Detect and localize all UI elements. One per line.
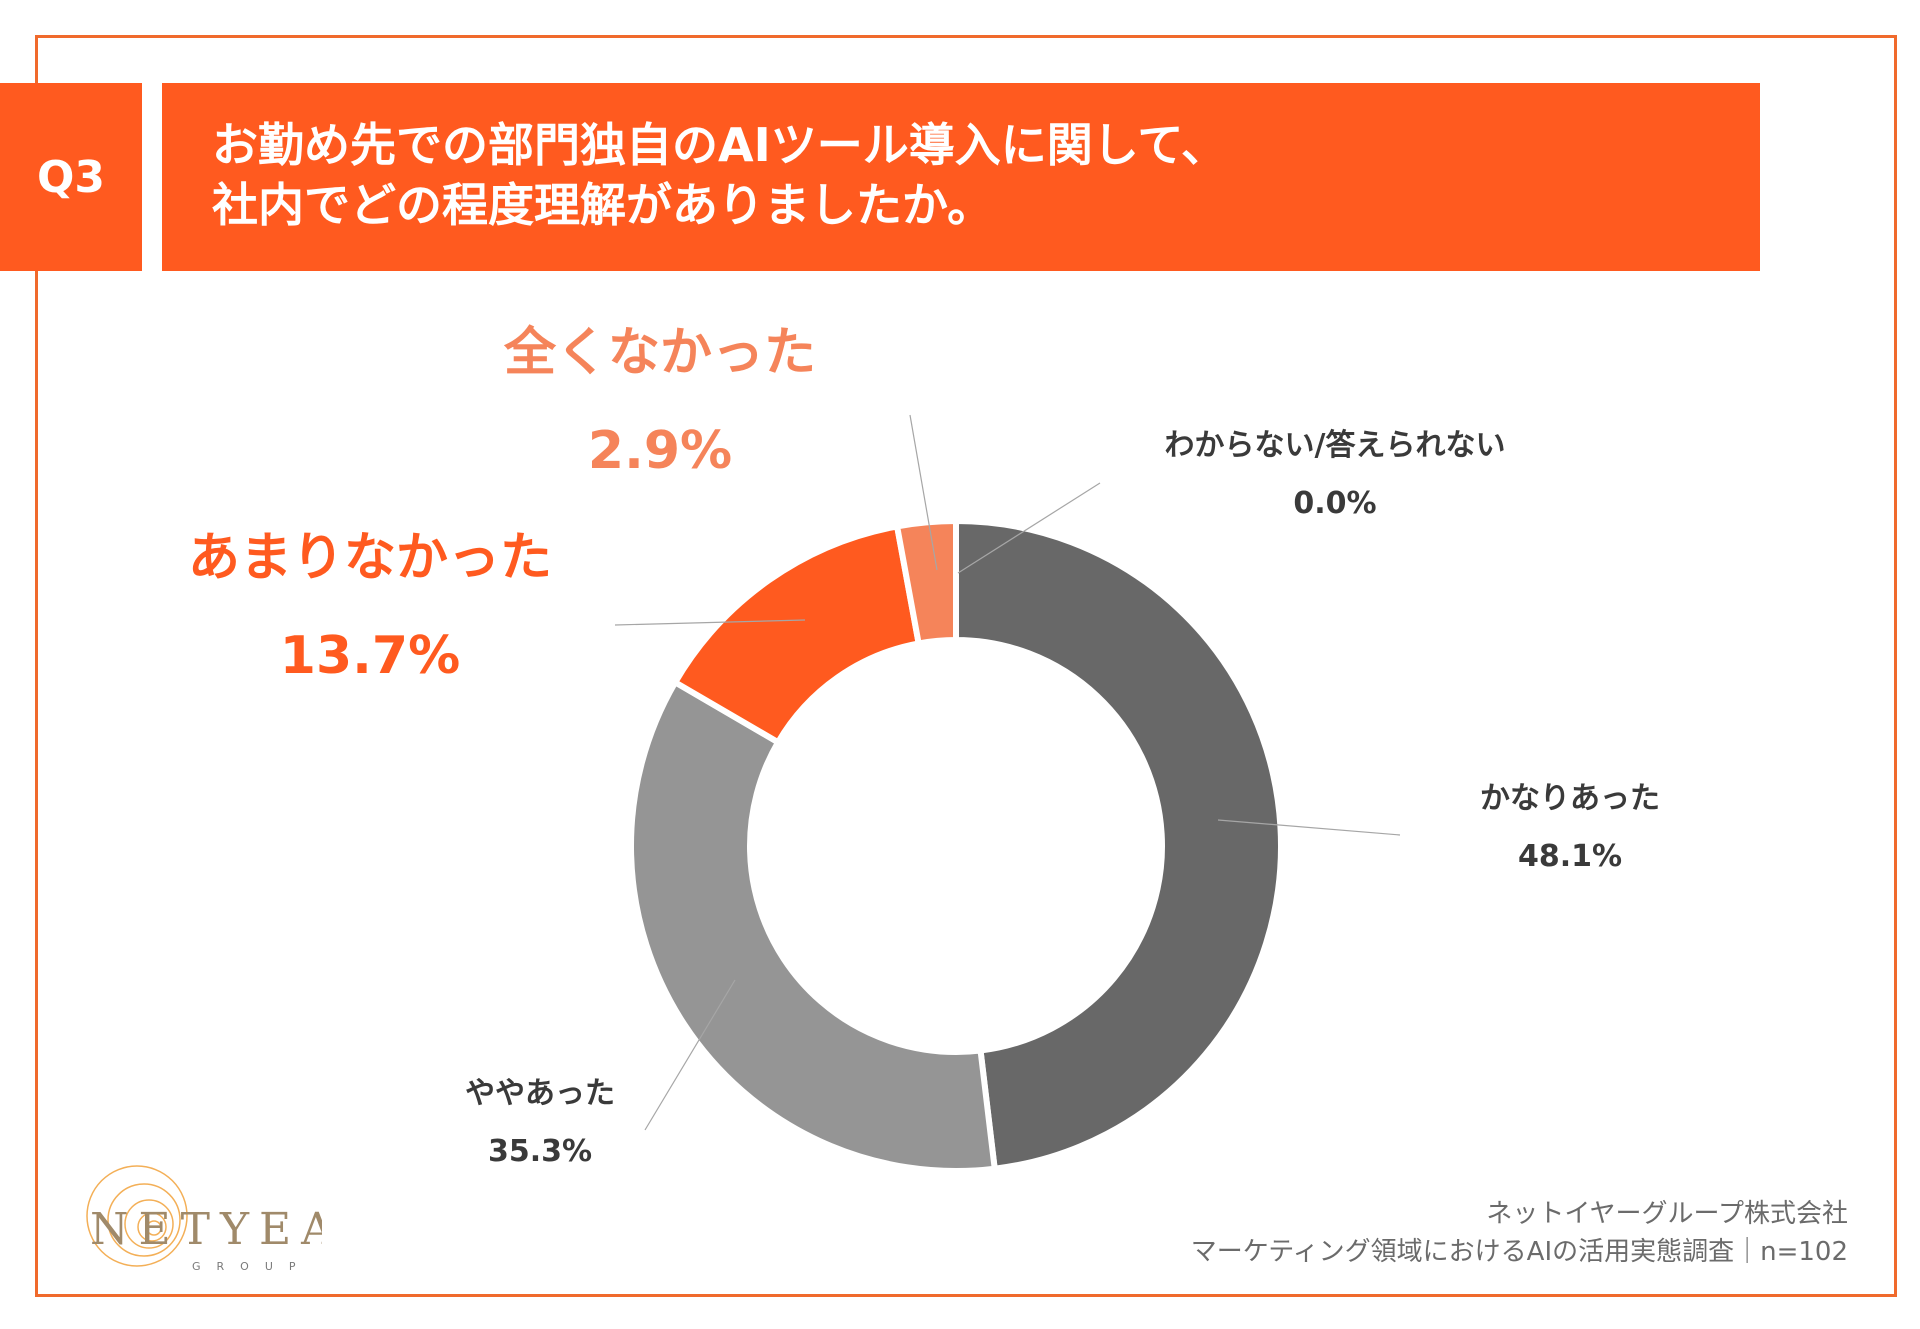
- category-label-3: あまりなかった: [188, 528, 552, 588]
- donut-slice-1: [953, 517, 1284, 1173]
- nautilus-shell-icon: [86, 1165, 188, 1267]
- netyear-logo: NETYEAR GROUP: [86, 1165, 322, 1273]
- question-badge: Q3: [0, 83, 142, 271]
- value-label-3: 13.7%: [280, 626, 460, 686]
- logo-text: NETYEAR: [90, 1204, 322, 1255]
- value-label-5: 0.0%: [1293, 486, 1376, 521]
- category-label-4: 全くなかった: [503, 323, 816, 383]
- category-label-5: わからない/答えられない: [1165, 428, 1506, 463]
- category-label-2: ややあった: [465, 1076, 615, 1111]
- leader-line-5: [957, 482, 1101, 574]
- logo-subtext: GROUP: [192, 1260, 312, 1273]
- donut-slice-4: [893, 517, 959, 647]
- leader-line-3: [614, 619, 806, 626]
- footer: ネットイヤーグループ株式会社 マーケティング領域におけるAIの活用実態調査｜n=…: [1191, 1195, 1848, 1271]
- leader-line-1: [1217, 819, 1401, 836]
- value-label-1: 48.1%: [1518, 839, 1622, 874]
- leader-line-4: [909, 414, 938, 571]
- footer-survey: マーケティング領域におけるAIの活用実態調査｜n=102: [1190, 1237, 1848, 1267]
- title-bar: お勤め先での部門独自のAIツール導入に関して、 社内でどの程度理解がありましたか…: [162, 83, 1760, 271]
- value-label-2: 35.3%: [488, 1134, 592, 1169]
- slide-frame: [35, 35, 1897, 1297]
- title-line-2: 社内でどの程度理解がありましたか。: [212, 178, 994, 232]
- donut-slice-2: [628, 678, 999, 1174]
- footer-company: ネットイヤーグループ株式会社: [1486, 1199, 1848, 1229]
- leader-line-2: [644, 979, 736, 1131]
- value-label-4: 2.9%: [588, 421, 732, 481]
- title-line-1: お勤め先での部門独自のAIツール導入に関して、: [212, 118, 1228, 172]
- category-label-1: かなりあった: [1480, 781, 1660, 816]
